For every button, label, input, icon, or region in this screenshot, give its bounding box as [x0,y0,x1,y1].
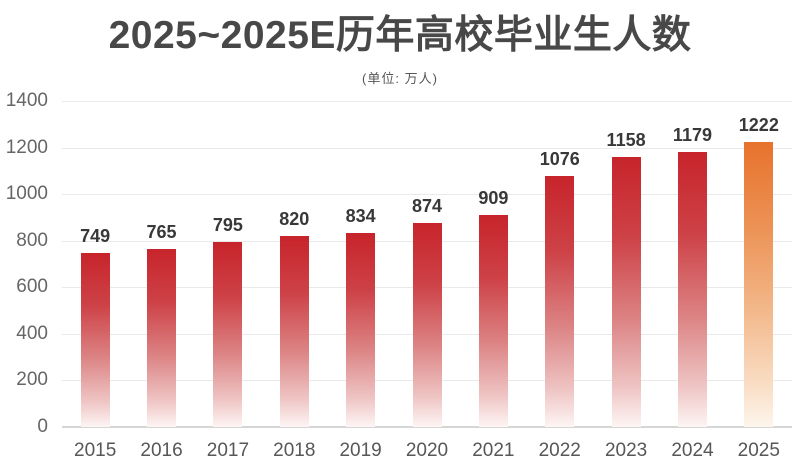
bar-value-2024: 1179 [672,125,712,146]
x-tick-2025: 2025 [737,440,780,461]
y-tick-200: 200 [16,369,48,391]
y-tick-1000: 1000 [5,183,48,205]
bar-2018 [279,236,309,427]
gridline-1400 [62,101,792,102]
bar-value-2021: 909 [478,188,509,209]
x-tick-2016: 2016 [140,440,183,461]
gridline-1200 [62,147,792,149]
bar-2025 [744,142,774,427]
bar-value-2015: 749 [80,225,111,246]
bar-value-2025: 1222 [738,115,779,136]
bar-2023 [611,157,641,427]
bar-2015 [80,252,110,427]
y-tick-0: 0 [37,416,48,437]
y-tick-1200: 1200 [5,136,48,158]
x-axis-line [62,426,792,428]
x-tick-2019: 2019 [339,440,382,461]
x-tick-2023: 2023 [604,440,648,461]
x-tick-2018: 2018 [273,440,316,461]
y-tick-600: 600 [16,276,48,298]
bar-value-2018: 820 [279,209,310,230]
x-tick-2021: 2021 [472,440,515,461]
y-tick-800: 800 [16,229,48,251]
x-tick-2022: 2022 [538,440,581,461]
bar-2019 [346,232,376,427]
chart-subtitle: (单位: 万人) [362,70,438,86]
bar-value-2019: 834 [345,205,376,226]
bar-2021 [478,215,508,427]
bar-value-2017: 795 [212,214,243,235]
bar-2024 [677,152,707,427]
bar-value-2023: 1158 [606,130,646,151]
bar-2017 [213,241,243,427]
x-tick-2017: 2017 [206,440,250,461]
gridline-1000 [62,194,792,196]
x-tick-2024: 2024 [671,440,714,461]
bar-value-2016: 765 [146,221,177,242]
x-tick-2020: 2020 [405,440,449,461]
bar-2022 [545,176,575,427]
bar-2020 [412,223,442,427]
chart-title: 2025~2025E历年高校毕业生人数 [108,14,692,57]
x-tick-2015: 2015 [74,440,117,461]
bar-2016 [147,248,177,427]
bar-value-2022: 1076 [539,149,580,170]
y-tick-400: 400 [16,322,48,344]
y-tick-1400: 1400 [5,90,48,111]
bar-value-2020: 874 [411,196,443,217]
